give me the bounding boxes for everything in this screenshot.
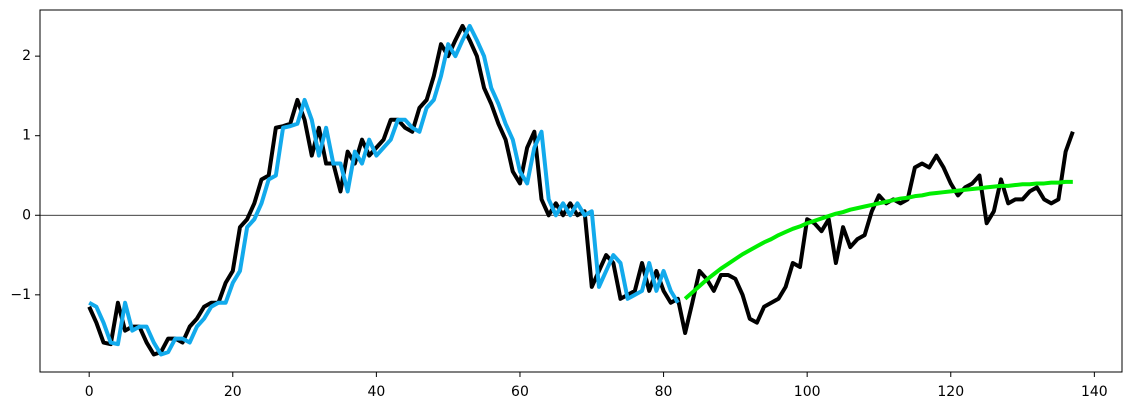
series-line — [88, 23, 680, 357]
x-tick-label: 60 — [511, 384, 529, 400]
y-tick-label: 0 — [22, 207, 31, 223]
x-tick-label: 120 — [937, 384, 964, 400]
x-tick-label: 20 — [224, 384, 242, 400]
x-tick-label: 0 — [85, 384, 94, 400]
x-tick-label: 40 — [367, 384, 385, 400]
x-tick-label: 140 — [1081, 384, 1108, 400]
series-line — [683, 179, 1073, 301]
y-tick-label: 2 — [22, 48, 31, 64]
y-tick-label: 1 — [22, 128, 31, 144]
series-line — [87, 23, 1075, 357]
x-tick-label: 80 — [655, 384, 673, 400]
plot-frame — [39, 9, 1123, 373]
x-tick-label: 100 — [794, 384, 821, 400]
y-tick-label: −1 — [10, 287, 31, 303]
